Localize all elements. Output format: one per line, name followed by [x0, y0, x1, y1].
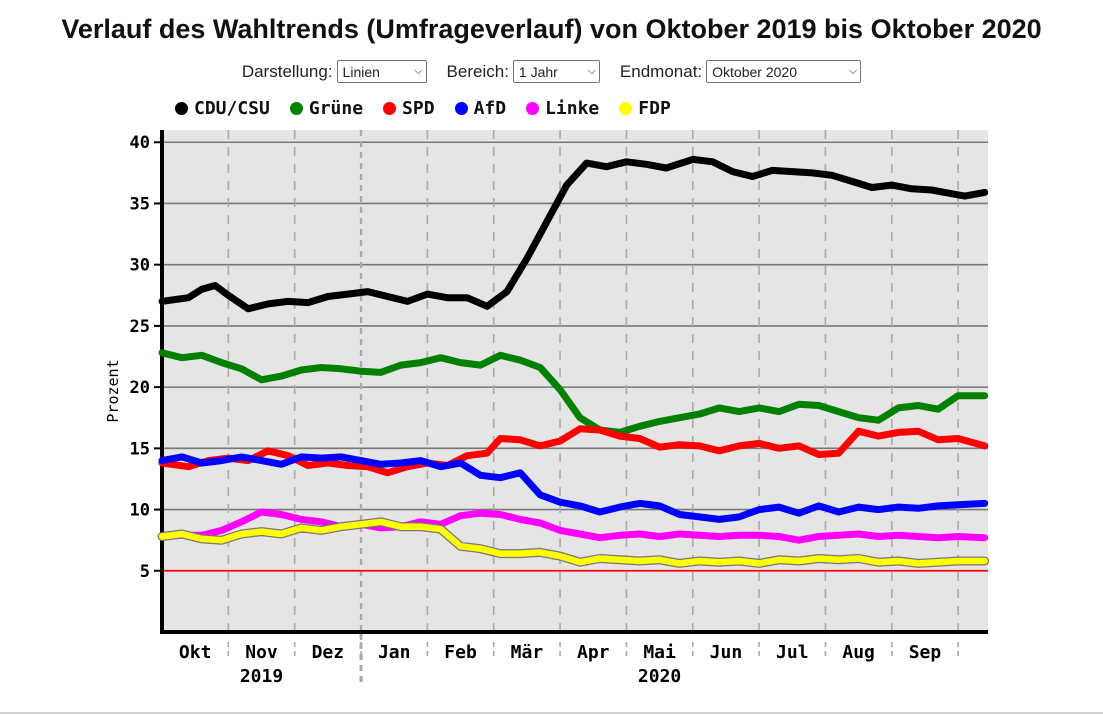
y-tick-label: 30 — [130, 256, 150, 276]
legend-dot-icon — [526, 102, 540, 115]
legend-item: AfD — [454, 98, 507, 119]
endmonat-control: Endmonat: Oktober 2020 ⌵ — [619, 60, 862, 83]
x-tick-label: Jul — [776, 642, 809, 663]
series-line-cdu-csu — [158, 155, 989, 313]
x-tick-label: Apr — [577, 642, 610, 663]
legend-label: SPD — [402, 98, 435, 119]
legend-dot-icon — [454, 102, 468, 115]
series-line-fdp — [158, 518, 988, 567]
darstellung-select[interactable]: Linien ⌵ — [336, 60, 427, 83]
legend-label: Grüne — [308, 98, 364, 119]
bereich-control: Bereich: 1 Jahr ⌵ — [447, 60, 600, 83]
year-label: 2020 — [638, 666, 681, 687]
y-tick-label: 25 — [130, 317, 150, 337]
chevron-down-icon: ⌵ — [587, 65, 596, 77]
x-tick-label: Feb — [444, 642, 477, 663]
chart-legend: CDU/CSU Grüne SPD AfD Linke FDP — [175, 98, 691, 119]
y-tick-label: 35 — [130, 194, 150, 214]
endmonat-label: Endmonat: — [619, 61, 703, 81]
x-tick-label: Okt — [179, 642, 212, 663]
endmonat-select[interactable]: Oktober 2020 ⌵ — [706, 60, 862, 83]
series-line-linke — [158, 508, 989, 544]
legend-dot-icon — [175, 102, 188, 115]
x-tick-label: Mär — [511, 642, 544, 663]
legend-label: Linke — [545, 98, 600, 119]
x-tick-label: Jun — [710, 642, 743, 663]
chevron-down-icon: ⌵ — [414, 65, 423, 77]
x-tick-label: Nov — [245, 642, 278, 663]
chevron-down-icon: ⌵ — [848, 65, 858, 77]
bereich-select[interactable]: 1 Jahr ⌵ — [512, 60, 600, 83]
page-title: Verlauf des Wahltrends (Umfrageverlauf) … — [61, 14, 1042, 44]
legend-dot-icon — [383, 102, 397, 115]
legend-item: Linke — [526, 98, 599, 119]
page-divider — [0, 712, 1103, 714]
y-tick-label: 15 — [130, 439, 150, 459]
legend-item: SPD — [383, 98, 435, 119]
legend-item: CDU/CSU — [175, 98, 270, 119]
darstellung-label: Darstellung: — [241, 61, 333, 81]
legend-label: CDU/CSU — [194, 98, 270, 119]
y-tick-label: 40 — [130, 133, 150, 153]
legend-label: AfD — [473, 98, 507, 119]
bereich-label: Bereich: — [446, 61, 509, 81]
legend-item: FDP — [619, 98, 671, 119]
y-tick-label: 10 — [130, 501, 150, 521]
legend-label: FDP — [638, 98, 671, 119]
y-tick-label: 5 — [140, 562, 150, 582]
plot-background — [162, 130, 988, 632]
endmonat-value: Oktober 2020 — [712, 63, 797, 80]
y-axis-label: Prozent — [104, 359, 122, 422]
darstellung-control: Darstellung: Linien ⌵ — [242, 60, 427, 83]
x-tick-label: Jan — [378, 642, 411, 663]
year-label: 2019 — [240, 666, 283, 687]
x-tick-label: Aug — [842, 642, 875, 663]
chart-controls: Darstellung: Linien ⌵ Bereich: 1 Jahr ⌵ … — [0, 60, 1103, 83]
series-line-spd — [158, 425, 989, 477]
darstellung-value: Linien — [342, 63, 380, 80]
legend-dot-icon — [619, 102, 633, 115]
legend-item: Grüne — [289, 98, 364, 119]
series-line-afd — [158, 453, 989, 523]
y-tick-label: 20 — [130, 378, 150, 398]
bereich-value: 1 Jahr — [518, 63, 558, 80]
x-tick-label: Dez — [312, 642, 345, 663]
legend-dot-icon — [289, 102, 303, 115]
series-line-gr-ne — [158, 349, 989, 436]
x-tick-label: Mai — [643, 642, 676, 663]
x-tick-label: Sep — [909, 642, 942, 663]
